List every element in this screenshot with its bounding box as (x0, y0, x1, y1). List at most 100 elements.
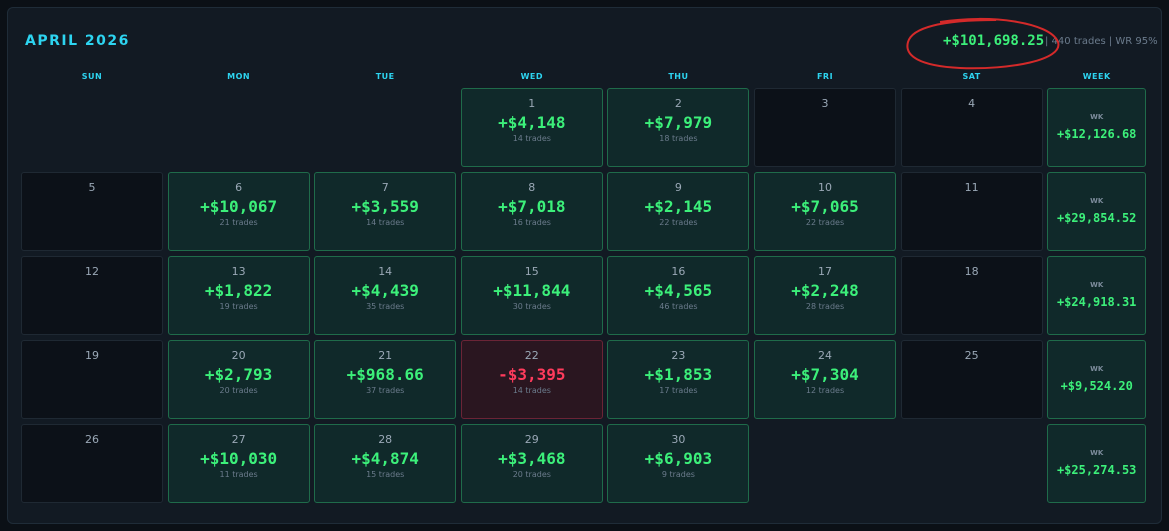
day-pnl: +$10,030 (200, 449, 278, 468)
day-pnl: +$7,065 (791, 197, 859, 216)
day-number: 26 (85, 433, 99, 446)
day-trades: 22 trades (659, 218, 698, 227)
weekday-header: WEEK (1082, 72, 1111, 81)
day-pnl: +$2,793 (204, 365, 273, 384)
day-number: 10 (818, 181, 832, 194)
day-cell: 11 (900, 172, 1043, 251)
day-cell: 2 +$7,979 18 trades (607, 88, 750, 167)
day-cell: 14 +$4,439 35 trades (314, 256, 457, 335)
day-pnl: -$3,395 (498, 365, 566, 384)
day-number: 30 (671, 433, 686, 446)
day-trades: 35 trades (366, 302, 405, 311)
day-number: 11 (964, 181, 979, 194)
day-cell: 18 (900, 256, 1043, 335)
day-pnl: +$10,067 (200, 197, 278, 216)
week-total: +$12,126.68 (1056, 127, 1137, 141)
day-number: 3 (821, 97, 829, 110)
day-number: 18 (964, 265, 979, 278)
day-cell: 12 (21, 256, 163, 335)
day-cell: 7 +$3,559 14 trades (314, 172, 457, 251)
day-pnl: +$3,468 (498, 449, 566, 468)
day-pnl: +$4,874 (351, 449, 419, 468)
day-number: 20 (231, 349, 246, 362)
day-number: 6 (235, 181, 243, 194)
day-number: 7 (381, 181, 389, 194)
day-trades: 14 trades (512, 134, 551, 143)
day-pnl: +$3,559 (351, 197, 419, 216)
day-trades: 14 trades (366, 218, 405, 227)
month-stats: | 440 trades | WR 95% (1045, 36, 1158, 47)
day-cell: 28 +$4,874 15 trades (314, 424, 457, 503)
day-number: 27 (231, 433, 246, 446)
day-trades: 12 trades (805, 386, 845, 395)
day-number: 8 (528, 181, 536, 194)
month-title: APRIL 2026 (25, 33, 130, 49)
week-cell: WK +$12,126.68 (1047, 88, 1147, 167)
day-cell: 26 (21, 424, 163, 503)
day-pnl: +$7,979 (644, 113, 713, 132)
day-cell: 8 +$7,018 16 trades (460, 172, 603, 251)
day-number: 17 (818, 265, 832, 278)
day-pnl: +$4,148 (498, 113, 566, 132)
day-number: 12 (85, 265, 99, 278)
day-pnl: +$6,903 (644, 449, 713, 468)
week-total: +$25,274.53 (1056, 463, 1137, 477)
day-number: 21 (378, 349, 393, 362)
day-trades: 19 trades (219, 302, 258, 311)
day-trades: 15 trades (366, 470, 405, 479)
week-cell: WK +$29,854.52 (1047, 172, 1147, 251)
week-cell: WK +$24,918.31 (1047, 256, 1147, 335)
week-total: +$24,918.31 (1056, 295, 1137, 309)
day-trades: 20 trades (512, 470, 551, 479)
week-cell: WK +$9,524.20 (1047, 340, 1147, 419)
day-pnl: +$2,248 (791, 281, 859, 300)
day-cell: 30 +$6,903 9 trades (607, 424, 750, 503)
day-cell: 9 +$2,145 22 trades (607, 172, 750, 251)
day-trades: 21 trades (219, 218, 258, 227)
day-pnl: +$11,844 (493, 281, 571, 300)
day-cell: 10 +$7,065 22 trades (754, 172, 896, 251)
week-total: +$9,524.20 (1060, 379, 1133, 393)
day-number: 1 (528, 97, 536, 110)
day-pnl: +$1,853 (644, 365, 713, 384)
day-number: 9 (674, 181, 682, 194)
day-cell: 4 (900, 88, 1043, 167)
day-number: 15 (524, 265, 539, 278)
day-number: 13 (231, 265, 246, 278)
day-cell: 15 +$11,844 30 trades (460, 256, 603, 335)
day-pnl: +$4,565 (644, 281, 713, 300)
day-cell: 21 +$968.66 37 trades (314, 340, 457, 419)
day-pnl: +$7,304 (791, 365, 859, 384)
day-cell: 16 +$4,565 46 trades (607, 256, 750, 335)
day-pnl: +$7,018 (498, 197, 566, 216)
day-trades: 22 trades (805, 218, 845, 227)
day-trades: 20 trades (219, 386, 258, 395)
day-trades: 18 trades (659, 134, 698, 143)
day-cell: 19 (21, 340, 163, 419)
day-number: 23 (671, 349, 686, 362)
hand-drawn-ellipse (906, 17, 1060, 70)
day-number: 25 (964, 349, 979, 362)
day-cell: 3 (754, 88, 896, 167)
day-number: 14 (378, 265, 393, 278)
week-label: WK (1090, 113, 1104, 121)
day-number: 16 (671, 265, 686, 278)
weekday-header: TUE (375, 72, 395, 81)
day-cell: 13 +$1,822 19 trades (167, 256, 310, 335)
day-cell: 23 +$1,853 17 trades (607, 340, 750, 419)
day-number: 19 (85, 349, 99, 362)
annotation-circle (906, 17, 1060, 70)
weekday-header: SAT (962, 72, 981, 81)
day-cell: 24 +$7,304 12 trades (754, 340, 896, 419)
day-cell: 1 +$4,148 14 trades (460, 88, 603, 167)
weekday-header: FRI (816, 72, 834, 81)
weekday-header: SUN (81, 72, 103, 81)
weekday-header: MON (227, 72, 251, 81)
day-cell: 5 (21, 172, 163, 251)
day-number: 24 (818, 349, 832, 362)
week-label: WK (1090, 365, 1104, 373)
week-label: WK (1090, 281, 1104, 289)
day-trades: 16 trades (512, 218, 551, 227)
day-pnl: +$1,822 (204, 281, 273, 300)
